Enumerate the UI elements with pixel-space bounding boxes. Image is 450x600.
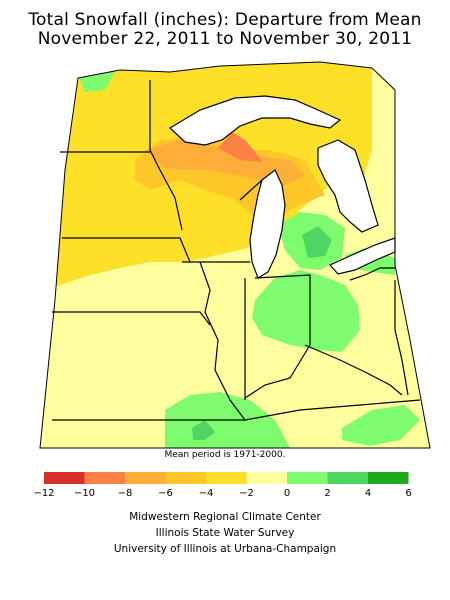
indiana-kentucky-border [244, 344, 311, 399]
map-title-line-2: November 22, 2011 to November 30, 2011 [37, 29, 413, 49]
map-frame [39, 61, 431, 449]
state-boundaries [52, 80, 421, 421]
ohio-west-virginia-border [394, 280, 409, 396]
bin-2-to-4-area-michigan [302, 226, 332, 258]
legend-box-2 [125, 472, 166, 484]
legend-tick-label-9: 6 [405, 488, 411, 499]
departure-fill-layer [40, 62, 430, 448]
lake-superior [169, 95, 342, 146]
credit-line-3: University of Illinois at Urbana-Champai… [113, 543, 337, 555]
legend-tick-label-8: 4 [365, 488, 371, 499]
legend-color-boxes [44, 472, 409, 484]
bin-0-to-2-area-southeast [342, 405, 420, 446]
credit-line-2: Illinois State Water Survey [155, 527, 295, 539]
legend-tick-label-2: −8 [118, 488, 133, 499]
bin-2-to-4-area-south [192, 420, 215, 440]
snowfall-departure-map [39, 61, 431, 449]
ohio-pennsylvania-border [349, 267, 395, 281]
indiana-ohio-border [254, 274, 311, 345]
legend-tick-label-4: −4 [199, 488, 214, 499]
legend-box-0 [44, 472, 85, 484]
legend-tick-label-3: −6 [158, 488, 173, 499]
lake-michigan [249, 169, 286, 279]
legend-box-4 [206, 472, 247, 484]
southern-border [52, 399, 421, 421]
legend-tick-label-5: −2 [239, 488, 254, 499]
bin-0-to-2-area-indiana-ohio [252, 270, 360, 352]
legend-box-6 [287, 472, 328, 484]
legend-box-8 [368, 472, 409, 484]
color-legend: −12 −10 −8 −6 −4 −2 0 2 4 6 [33, 472, 412, 499]
legend-tick-label-6: 0 [284, 488, 290, 499]
illinois-west-border [199, 261, 246, 421]
legend-box-7 [327, 472, 368, 484]
iowa-missouri-border [52, 311, 211, 326]
minnesota-wisconsin-border [149, 80, 183, 231]
map-title-line-1: Total Snowfall (inches): Departure from … [28, 10, 422, 30]
legend-box-5 [246, 472, 287, 484]
bin-neg10-to-neg8-area [218, 132, 262, 162]
bin-neg8-to-neg6-area [145, 140, 305, 185]
lake-huron [317, 139, 379, 233]
legend-tick-label-7: 2 [324, 488, 330, 499]
legend-box-3 [165, 472, 206, 484]
upper-peninsula-border [239, 179, 263, 201]
credit-line-1: Midwestern Regional Climate Center [129, 511, 321, 523]
ohio-river-kentucky [304, 344, 403, 396]
legend-tick-labels: −12 −10 −8 −6 −4 −2 0 2 4 6 [33, 488, 411, 499]
legend-box-1 [84, 472, 125, 484]
legend-tick-label-0: −12 [33, 488, 54, 499]
minnesota-iowa-border [62, 237, 191, 263]
legend-tick-label-1: −10 [74, 488, 95, 499]
mean-period-note: Mean period is 1971-2000. [164, 450, 286, 460]
great-lakes [169, 95, 396, 279]
